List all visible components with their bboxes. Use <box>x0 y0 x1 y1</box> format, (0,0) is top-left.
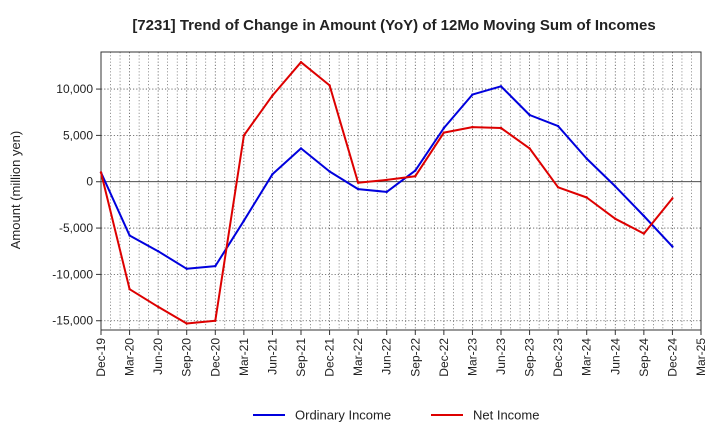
x-tick-label: Jun-21 <box>265 338 279 375</box>
x-tick-label: Jun-23 <box>494 338 508 375</box>
data-point-net-income <box>471 125 474 129</box>
data-point-net-income <box>299 61 303 64</box>
data-point-net-income <box>214 319 217 322</box>
data-point-ordinary-income <box>299 147 303 150</box>
x-tick-label: Sep-21 <box>294 338 308 377</box>
data-point-net-income <box>528 147 531 150</box>
data-point-ordinary-income <box>242 219 246 222</box>
data-point-ordinary-income <box>442 126 446 130</box>
data-point-net-income <box>442 131 446 134</box>
x-tick-label: Dec-23 <box>551 338 565 377</box>
data-point-net-income <box>585 196 588 199</box>
plot-background <box>101 52 701 330</box>
y-tick-label: -10,000 <box>52 267 93 281</box>
legend-label-net-income: Net Income <box>473 408 539 423</box>
plot-frame <box>100 51 702 331</box>
x-tick-label: Sep-23 <box>523 338 537 377</box>
legend: Ordinary Income Net Income <box>253 408 539 423</box>
data-point-net-income <box>156 305 160 308</box>
data-point-net-income <box>185 322 188 325</box>
x-tick-label: Sep-20 <box>180 338 194 377</box>
data-point-ordinary-income <box>585 157 588 160</box>
x-tick-label: Mar-20 <box>123 338 137 376</box>
data-point-ordinary-income <box>671 245 674 248</box>
x-tick-label: Mar-23 <box>465 338 479 376</box>
chart-title: [7231] Trend of Change in Amount (YoY) o… <box>132 17 655 34</box>
x-tick-label: Dec-20 <box>208 338 222 377</box>
data-point-net-income <box>671 197 674 200</box>
x-tick-label: Mar-25 <box>694 338 708 376</box>
data-point-ordinary-income <box>642 214 646 218</box>
data-point-ordinary-income <box>214 264 217 268</box>
x-tick-label: Dec-24 <box>665 338 679 377</box>
y-tick-label: -15,000 <box>52 314 93 328</box>
y-tick-label: 10,000 <box>56 82 93 96</box>
data-point-ordinary-income <box>614 185 617 188</box>
y-axis-title: Amount (million yen) <box>8 131 23 250</box>
data-point-net-income <box>414 175 417 178</box>
data-point-net-income <box>642 232 646 235</box>
data-point-ordinary-income <box>271 173 274 176</box>
x-tick-label: Sep-24 <box>637 338 651 377</box>
data-point-net-income <box>271 94 274 97</box>
x-tick-label: Mar-21 <box>237 338 251 376</box>
data-point-net-income <box>499 126 503 130</box>
data-point-ordinary-income <box>185 267 188 270</box>
x-tick-label: Mar-22 <box>351 338 365 376</box>
x-tick-label: Mar-24 <box>580 338 594 376</box>
data-point-ordinary-income <box>385 190 388 194</box>
x-tick-label: Jun-24 <box>608 338 622 375</box>
data-point-ordinary-income <box>328 170 331 173</box>
data-point-ordinary-income <box>156 250 160 253</box>
data-point-net-income <box>99 171 103 174</box>
legend-label-ordinary-income: Ordinary Income <box>295 408 391 423</box>
data-point-ordinary-income <box>471 93 474 96</box>
data-point-ordinary-income <box>556 124 560 128</box>
y-tick-label: 0 <box>86 175 93 189</box>
data-point-net-income <box>128 288 131 291</box>
data-point-net-income <box>385 178 388 182</box>
x-tick-label: Sep-22 <box>408 338 422 377</box>
x-tick-label: Dec-22 <box>437 338 451 377</box>
data-point-ordinary-income <box>414 169 417 172</box>
data-point-ordinary-income <box>528 113 531 117</box>
plot-area: -15,000 -10,000 -5,000 0 5,000 10,000 Dec-19 Ma… <box>52 51 708 377</box>
data-point-net-income <box>614 217 617 220</box>
data-point-net-income <box>242 134 246 137</box>
x-tick-label: Dec-21 <box>323 338 337 377</box>
data-point-net-income <box>328 84 331 87</box>
data-point-ordinary-income <box>499 85 503 88</box>
data-point-net-income <box>356 181 360 184</box>
x-tick-label: Jun-20 <box>151 338 165 375</box>
y-tick-label: 5,000 <box>63 128 93 142</box>
y-tick-label: -5,000 <box>59 221 93 235</box>
data-point-ordinary-income <box>128 234 131 237</box>
data-point-ordinary-income <box>356 187 360 191</box>
data-point-net-income <box>556 186 560 189</box>
x-tick-label: Jun-22 <box>380 338 394 375</box>
x-tick-label: Dec-19 <box>94 338 108 377</box>
